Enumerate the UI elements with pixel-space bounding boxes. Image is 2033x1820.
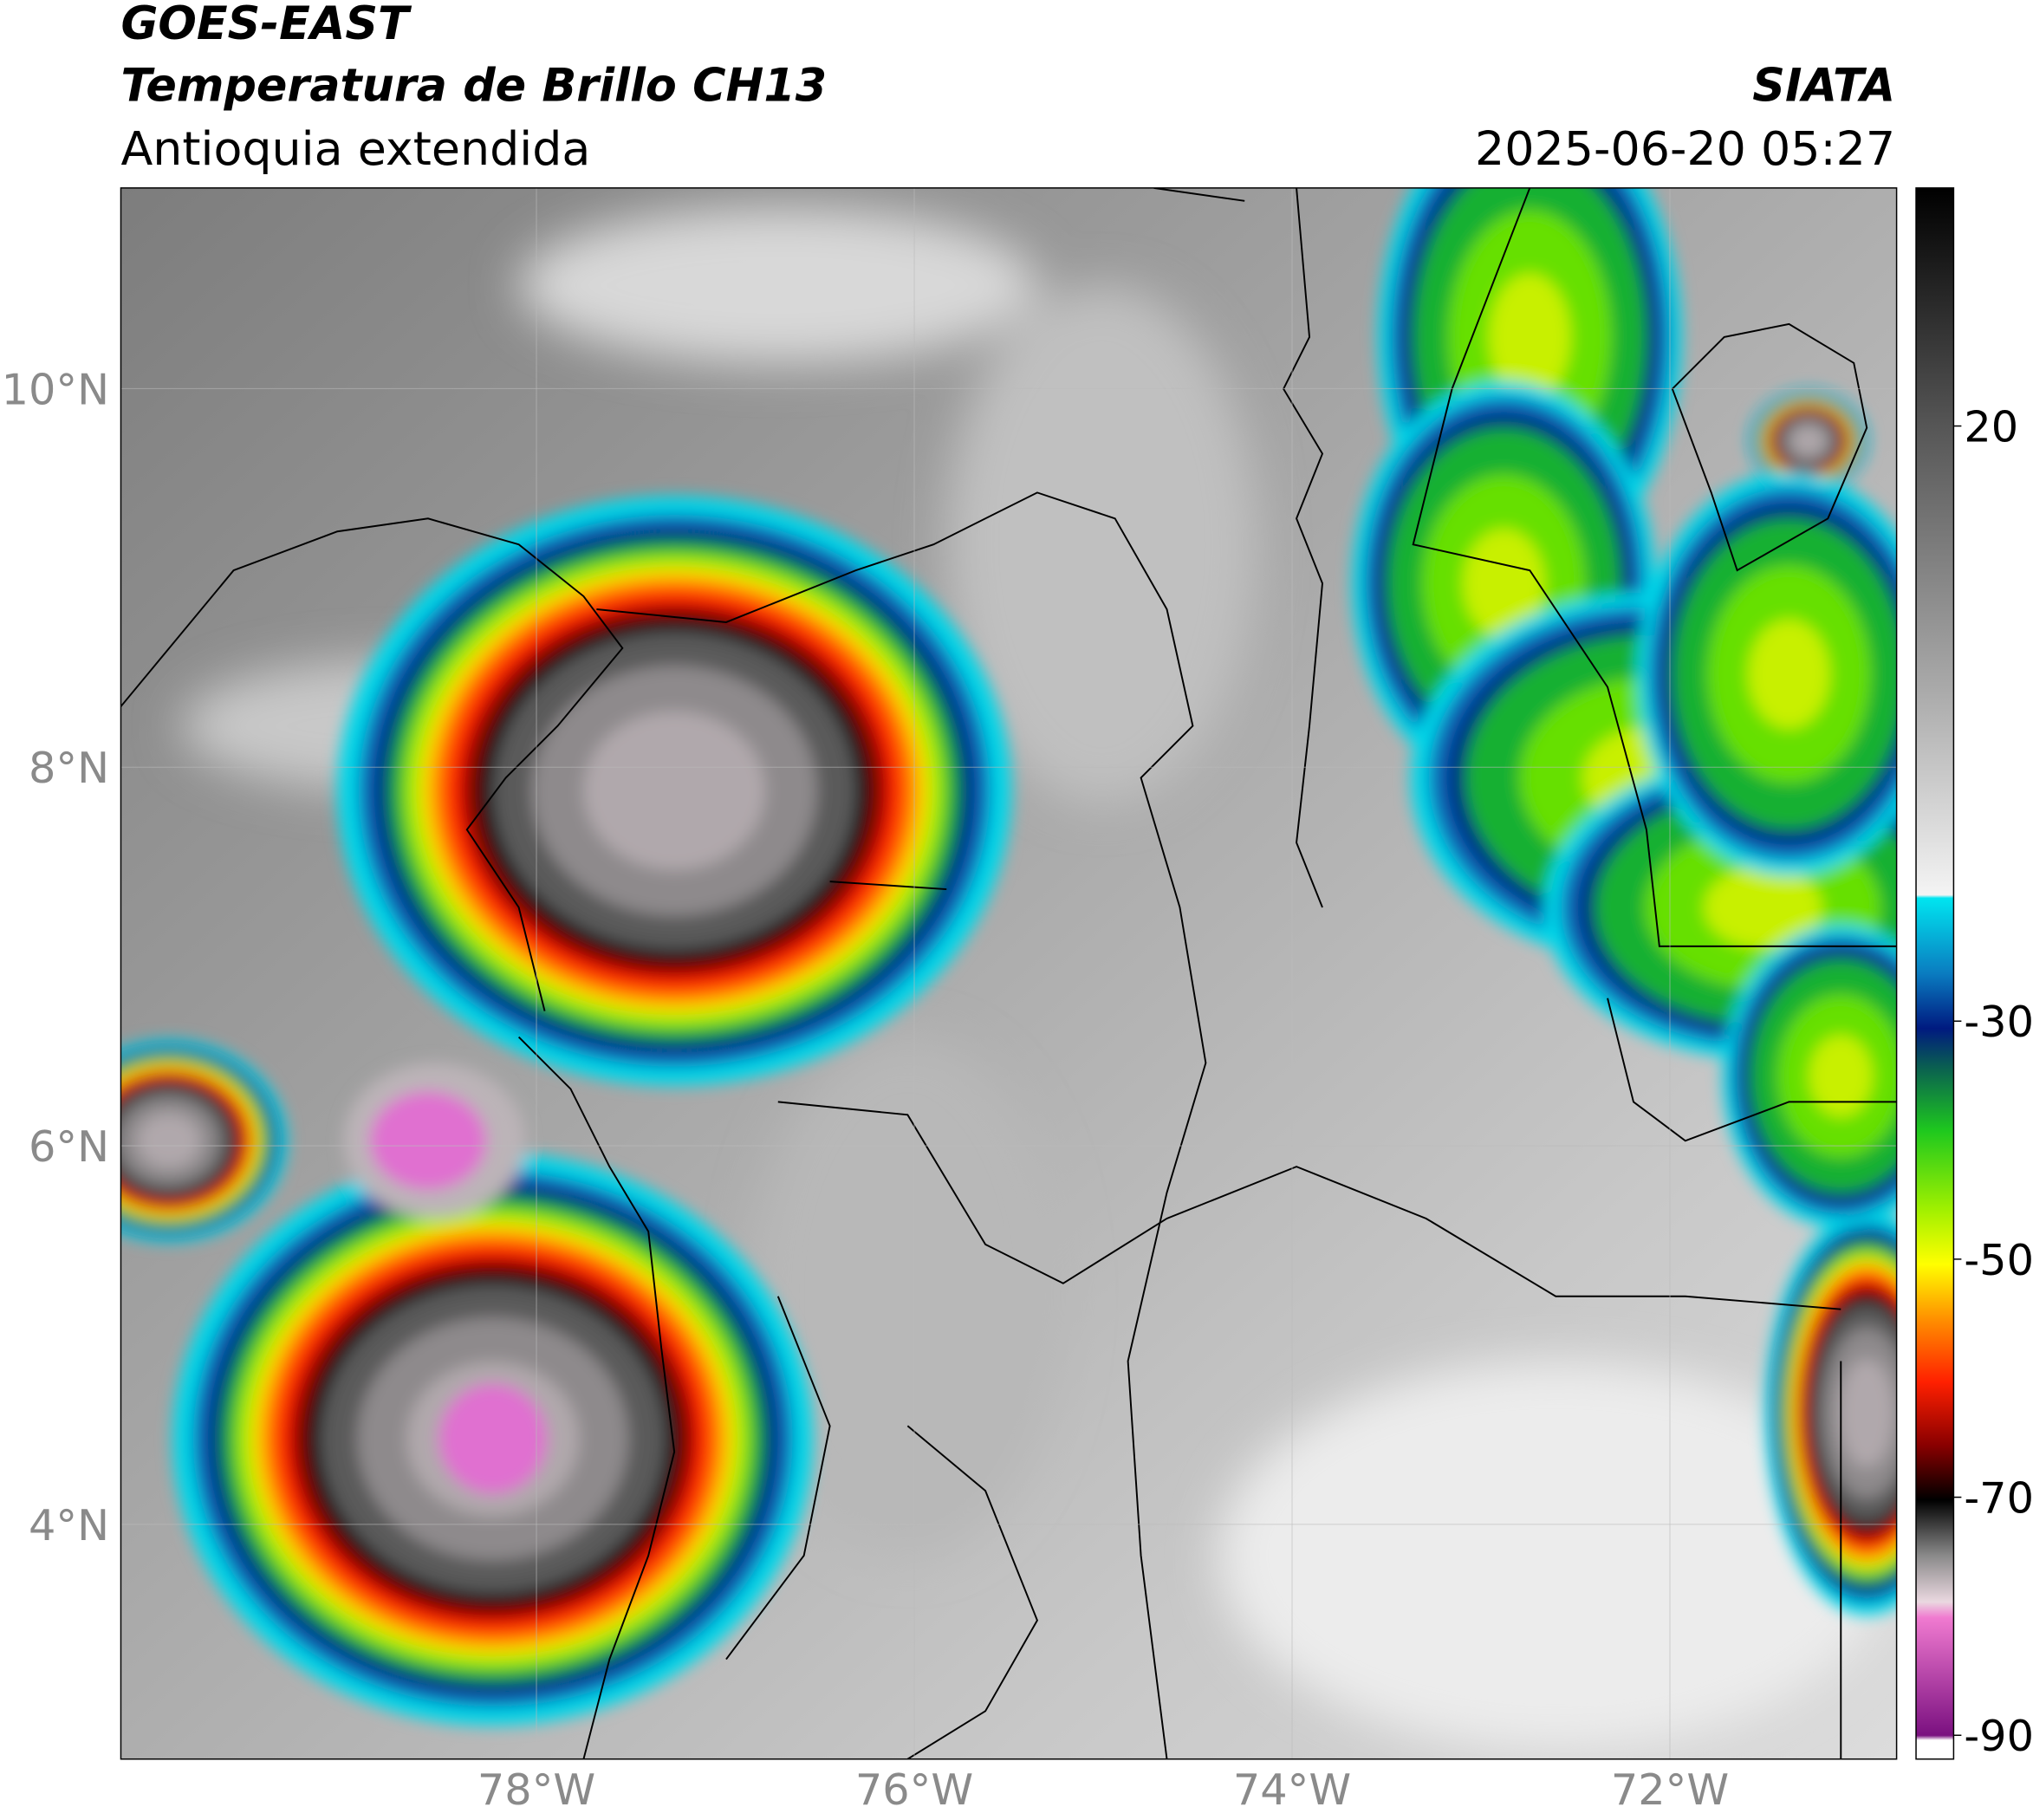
colorbar-tick-label: -90 [1964,1711,2033,1761]
storm-core [369,1091,487,1191]
y-tick-label: 6°N [29,1121,109,1172]
grid [120,187,1897,1759]
datetime: 2025-06-20 05:27 [1475,121,1895,176]
storm-core [438,1383,548,1494]
x-tick-label: 78°W [477,1765,595,1815]
cloud-band [1809,1035,1873,1117]
borders [120,187,1897,1759]
y-tick-label: 4°N [29,1500,109,1550]
colorbar-tick-label: -70 [1964,1473,2033,1524]
colorbar-tick-label: -30 [1964,997,2033,1047]
title: GOES-EAST [120,0,412,50]
x-tick-label: 76°W [855,1765,973,1815]
region: Antioquia extendida [120,121,590,176]
cloud-band [1704,866,1822,949]
y-tick-label: 10°N [2,364,109,414]
colorbar-tick-label: 20 [1964,401,2018,452]
source: SIATA [1752,60,1895,113]
cloud-band [1748,619,1830,729]
storms [120,187,1897,1726]
map-frame [120,187,1898,1760]
x-tick-label: 74°W [1233,1765,1351,1815]
storm-layer [1839,1358,1894,1468]
colorbar [1915,187,1955,1760]
map-area [120,187,1897,1759]
storm-layer [137,1113,201,1168]
cloud-band [1463,529,1545,638]
storm-layer [583,711,765,871]
storm-layer [1792,426,1825,455]
y-tick-label: 8°N [29,743,109,793]
subtitle: Temperatura de Brillo CH13 [120,60,827,113]
cloud-band [1489,273,1571,401]
x-tick-label: 72°W [1611,1765,1729,1815]
colorbar-tick-label: -50 [1964,1235,2033,1285]
